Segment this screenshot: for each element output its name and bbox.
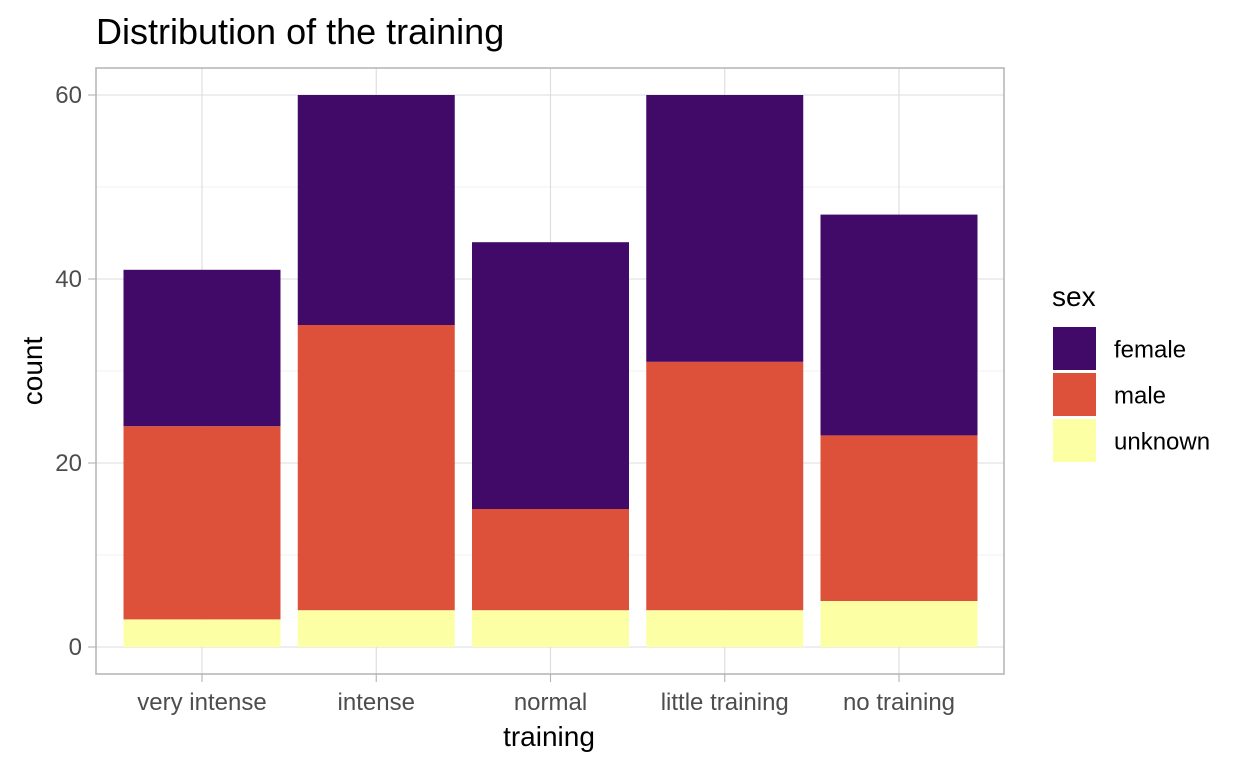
legend-title: sex (1052, 281, 1096, 312)
x-tick-label: normal (514, 689, 587, 716)
bar-segment-male (123, 426, 281, 620)
bar-segment-male (646, 361, 804, 611)
y-tick-label: 40 (55, 266, 82, 293)
bar-segment-unknown (472, 610, 629, 647)
x-tick-label: intense (338, 689, 415, 716)
bar-segment-unknown (820, 601, 978, 647)
legend-label-unknown: unknown (1114, 429, 1210, 456)
legend-swatch-unknown (1053, 419, 1096, 462)
axis-ticks: 0 20 40 60 very intense intense normal little t… (55, 82, 955, 716)
y-tick-label: 0 (69, 634, 82, 661)
legend: sex female male unknown (1052, 281, 1210, 462)
bars (123, 95, 978, 647)
bar-segment-female (820, 214, 978, 436)
x-tick-label: very intense (137, 689, 266, 716)
bar-segment-male (297, 325, 455, 611)
bar-segment-male (472, 509, 629, 611)
bar-segment-female (646, 95, 804, 362)
y-axis-title: count (17, 337, 48, 406)
bar-segment-unknown (123, 619, 281, 647)
x-tick-label: little training (661, 689, 789, 716)
chart-title: Distribution of the training (96, 11, 504, 52)
legend-label-female: female (1114, 337, 1186, 364)
legend-label-male: male (1114, 383, 1166, 410)
x-axis-title: training (503, 721, 595, 752)
bar-segment-unknown (646, 610, 804, 647)
legend-swatch-male (1053, 373, 1096, 416)
legend-swatch-female (1053, 327, 1096, 370)
x-tick-label: no training (843, 689, 955, 716)
bar-segment-female (123, 269, 281, 427)
bar-segment-unknown (297, 610, 455, 647)
y-tick-label: 60 (55, 82, 82, 109)
bar-segment-male (820, 435, 978, 601)
bar-segment-female (472, 242, 629, 509)
bar-segment-female (297, 95, 455, 325)
y-tick-label: 20 (55, 450, 82, 477)
